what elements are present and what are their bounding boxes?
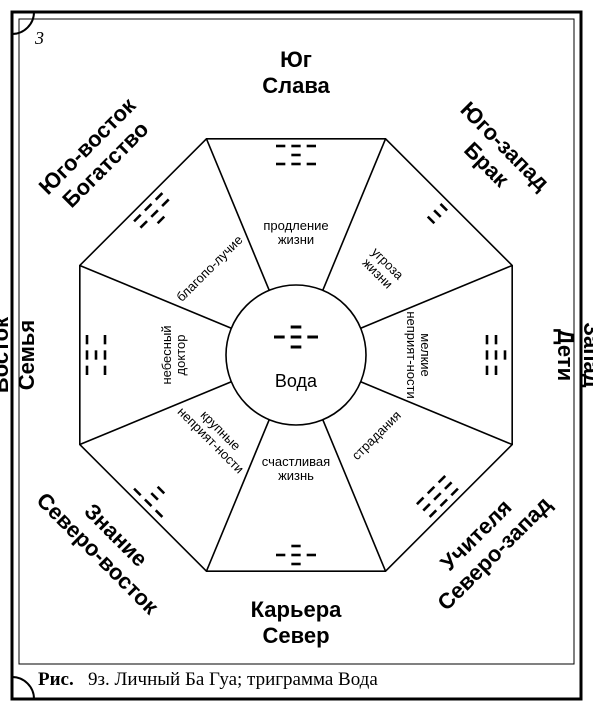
sector-area-label: Слава	[262, 73, 330, 98]
svg-text:Карьера: Карьера	[251, 597, 343, 622]
svg-text:счастливая: счастливая	[262, 454, 330, 469]
svg-text:Слава: Слава	[262, 73, 330, 98]
svg-text:Восток: Восток	[0, 316, 13, 393]
caption-prefix: Рис.	[38, 669, 74, 690]
svg-text:жизнь: жизнь	[278, 468, 314, 483]
sector-area-label: Карьера	[251, 597, 343, 622]
svg-text:небесный: небесный	[159, 325, 174, 384]
svg-text:Семья: Семья	[14, 320, 39, 390]
svg-text:неприят-ности: неприят-ности	[404, 311, 419, 398]
svg-text:мелкие: мелкие	[418, 333, 433, 377]
page-number: 3	[35, 28, 44, 49]
figure-caption: Рис. 9з. Личный Ба Гуа; триграмма Вода	[38, 669, 378, 691]
svg-text:Дети: Дети	[553, 329, 578, 381]
sector-area-label: Семья	[14, 320, 39, 390]
svg-text:продление: продление	[263, 218, 328, 233]
svg-text:Север: Север	[262, 623, 329, 648]
sector-direction-label: Восток	[0, 316, 13, 393]
svg-text:жизни: жизни	[278, 232, 314, 247]
sector-area-label: Дети	[553, 329, 578, 381]
page-frame: ВодапродлениежизниЮгСлаваугрозажизниЮго-…	[0, 0, 593, 711]
sector-direction-label: Север	[262, 623, 329, 648]
caption-text: 9з. Личный Ба Гуа; триграмма Вода	[88, 669, 378, 690]
center-label: Вода	[275, 371, 318, 391]
svg-text:Запад: Запад	[579, 322, 593, 388]
svg-text:Юг: Юг	[280, 47, 312, 72]
sector-direction-label: Запад	[579, 322, 593, 388]
sector-direction-label: Юг	[280, 47, 312, 72]
bagua-diagram: ВодапродлениежизниЮгСлаваугрозажизниЮго-…	[0, 0, 593, 711]
svg-text:доктор: доктор	[173, 335, 188, 376]
